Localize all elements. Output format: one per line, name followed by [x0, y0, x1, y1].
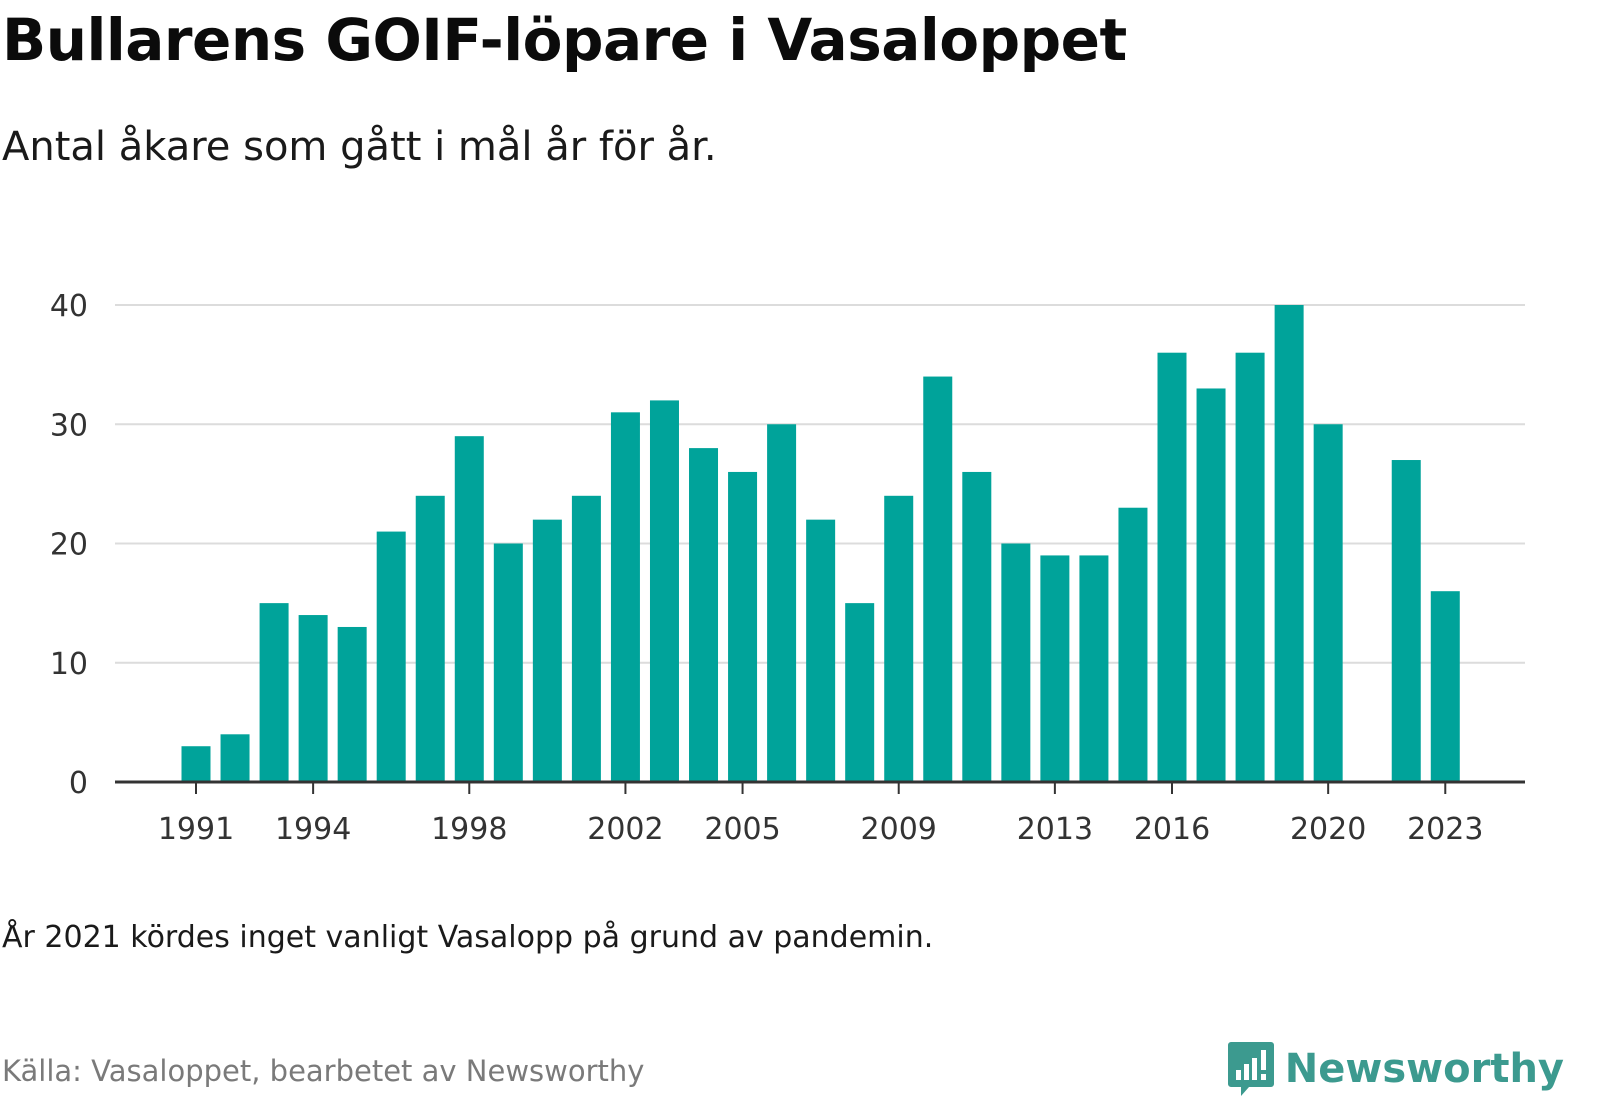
- bar-1999: [493, 543, 523, 782]
- bar-chart: 0 10 20 30 40 1991 1994 1998 2002 2005 2009 2013 201…: [50, 289, 1525, 847]
- bar-2000: [532, 519, 562, 782]
- bar-1995: [337, 626, 367, 782]
- bar-2023: [1430, 591, 1460, 782]
- bar-2016: [1157, 352, 1187, 782]
- bar-1994: [298, 615, 328, 782]
- bar-2022: [1391, 460, 1421, 782]
- bar-2003: [649, 400, 679, 782]
- bars: [181, 305, 1460, 782]
- bar-2011: [962, 471, 992, 782]
- y-tick-label: 10: [50, 647, 88, 682]
- x-tick-label: 2002: [587, 812, 663, 847]
- bar-2018: [1235, 352, 1265, 782]
- bar-2017: [1196, 388, 1226, 782]
- chart-note: År 2021 kördes inget vanligt Vasalopp på…: [2, 920, 934, 955]
- x-tick-label: 1998: [431, 812, 507, 847]
- y-tick-label: 20: [50, 528, 88, 563]
- x-tick-label: 2020: [1290, 812, 1366, 847]
- x-tick-label: 1991: [158, 812, 234, 847]
- x-tick-label: 2016: [1134, 812, 1210, 847]
- bar-2020: [1313, 424, 1343, 782]
- bar-2007: [806, 519, 836, 782]
- bar-2010: [923, 376, 953, 782]
- newsworthy-logo: Newsworthy: [1227, 1040, 1564, 1098]
- bar-2008: [845, 603, 875, 782]
- bar-1997: [415, 495, 445, 782]
- x-tick-label: 2009: [861, 812, 937, 847]
- newsworthy-logo-icon: [1227, 1042, 1274, 1096]
- x-tick-label: 2005: [704, 812, 780, 847]
- x-tick-label: 1994: [275, 812, 351, 847]
- bar-2009: [884, 495, 914, 782]
- bar-2005: [728, 471, 758, 782]
- bar-2012: [1001, 543, 1031, 782]
- chart-subtitle: Antal åkare som gått i mål år för år.: [2, 124, 717, 170]
- source-credit: Källa: Vasaloppet, bearbetet av Newswort…: [2, 1054, 645, 1088]
- bar-2013: [1040, 555, 1070, 782]
- bar-2019: [1274, 305, 1304, 782]
- x-tick-label: 2023: [1407, 812, 1483, 847]
- bar-2004: [689, 448, 719, 782]
- x-tick-label: 2013: [1017, 812, 1093, 847]
- bar-1993: [259, 603, 289, 782]
- bar-1998: [454, 436, 484, 782]
- bar-2014: [1079, 555, 1109, 782]
- bar-1996: [376, 531, 406, 782]
- chart-title: Bullarens GOIF-löpare i Vasaloppet: [2, 6, 1127, 74]
- axes: 0 10 20 30 40 1991 1994 1998 2002 2005 2009 2013 201…: [50, 289, 1525, 847]
- bar-2015: [1118, 507, 1148, 782]
- y-tick-label: 0: [69, 766, 88, 801]
- brand-name: Newsworthy: [1284, 1046, 1564, 1092]
- bar-2001: [571, 495, 601, 782]
- bar-1991: [181, 746, 211, 782]
- bar-2006: [767, 424, 797, 782]
- bar-1992: [220, 734, 250, 782]
- y-tick-label: 30: [50, 408, 88, 443]
- y-tick-label: 40: [50, 289, 88, 324]
- bar-2002: [610, 412, 640, 782]
